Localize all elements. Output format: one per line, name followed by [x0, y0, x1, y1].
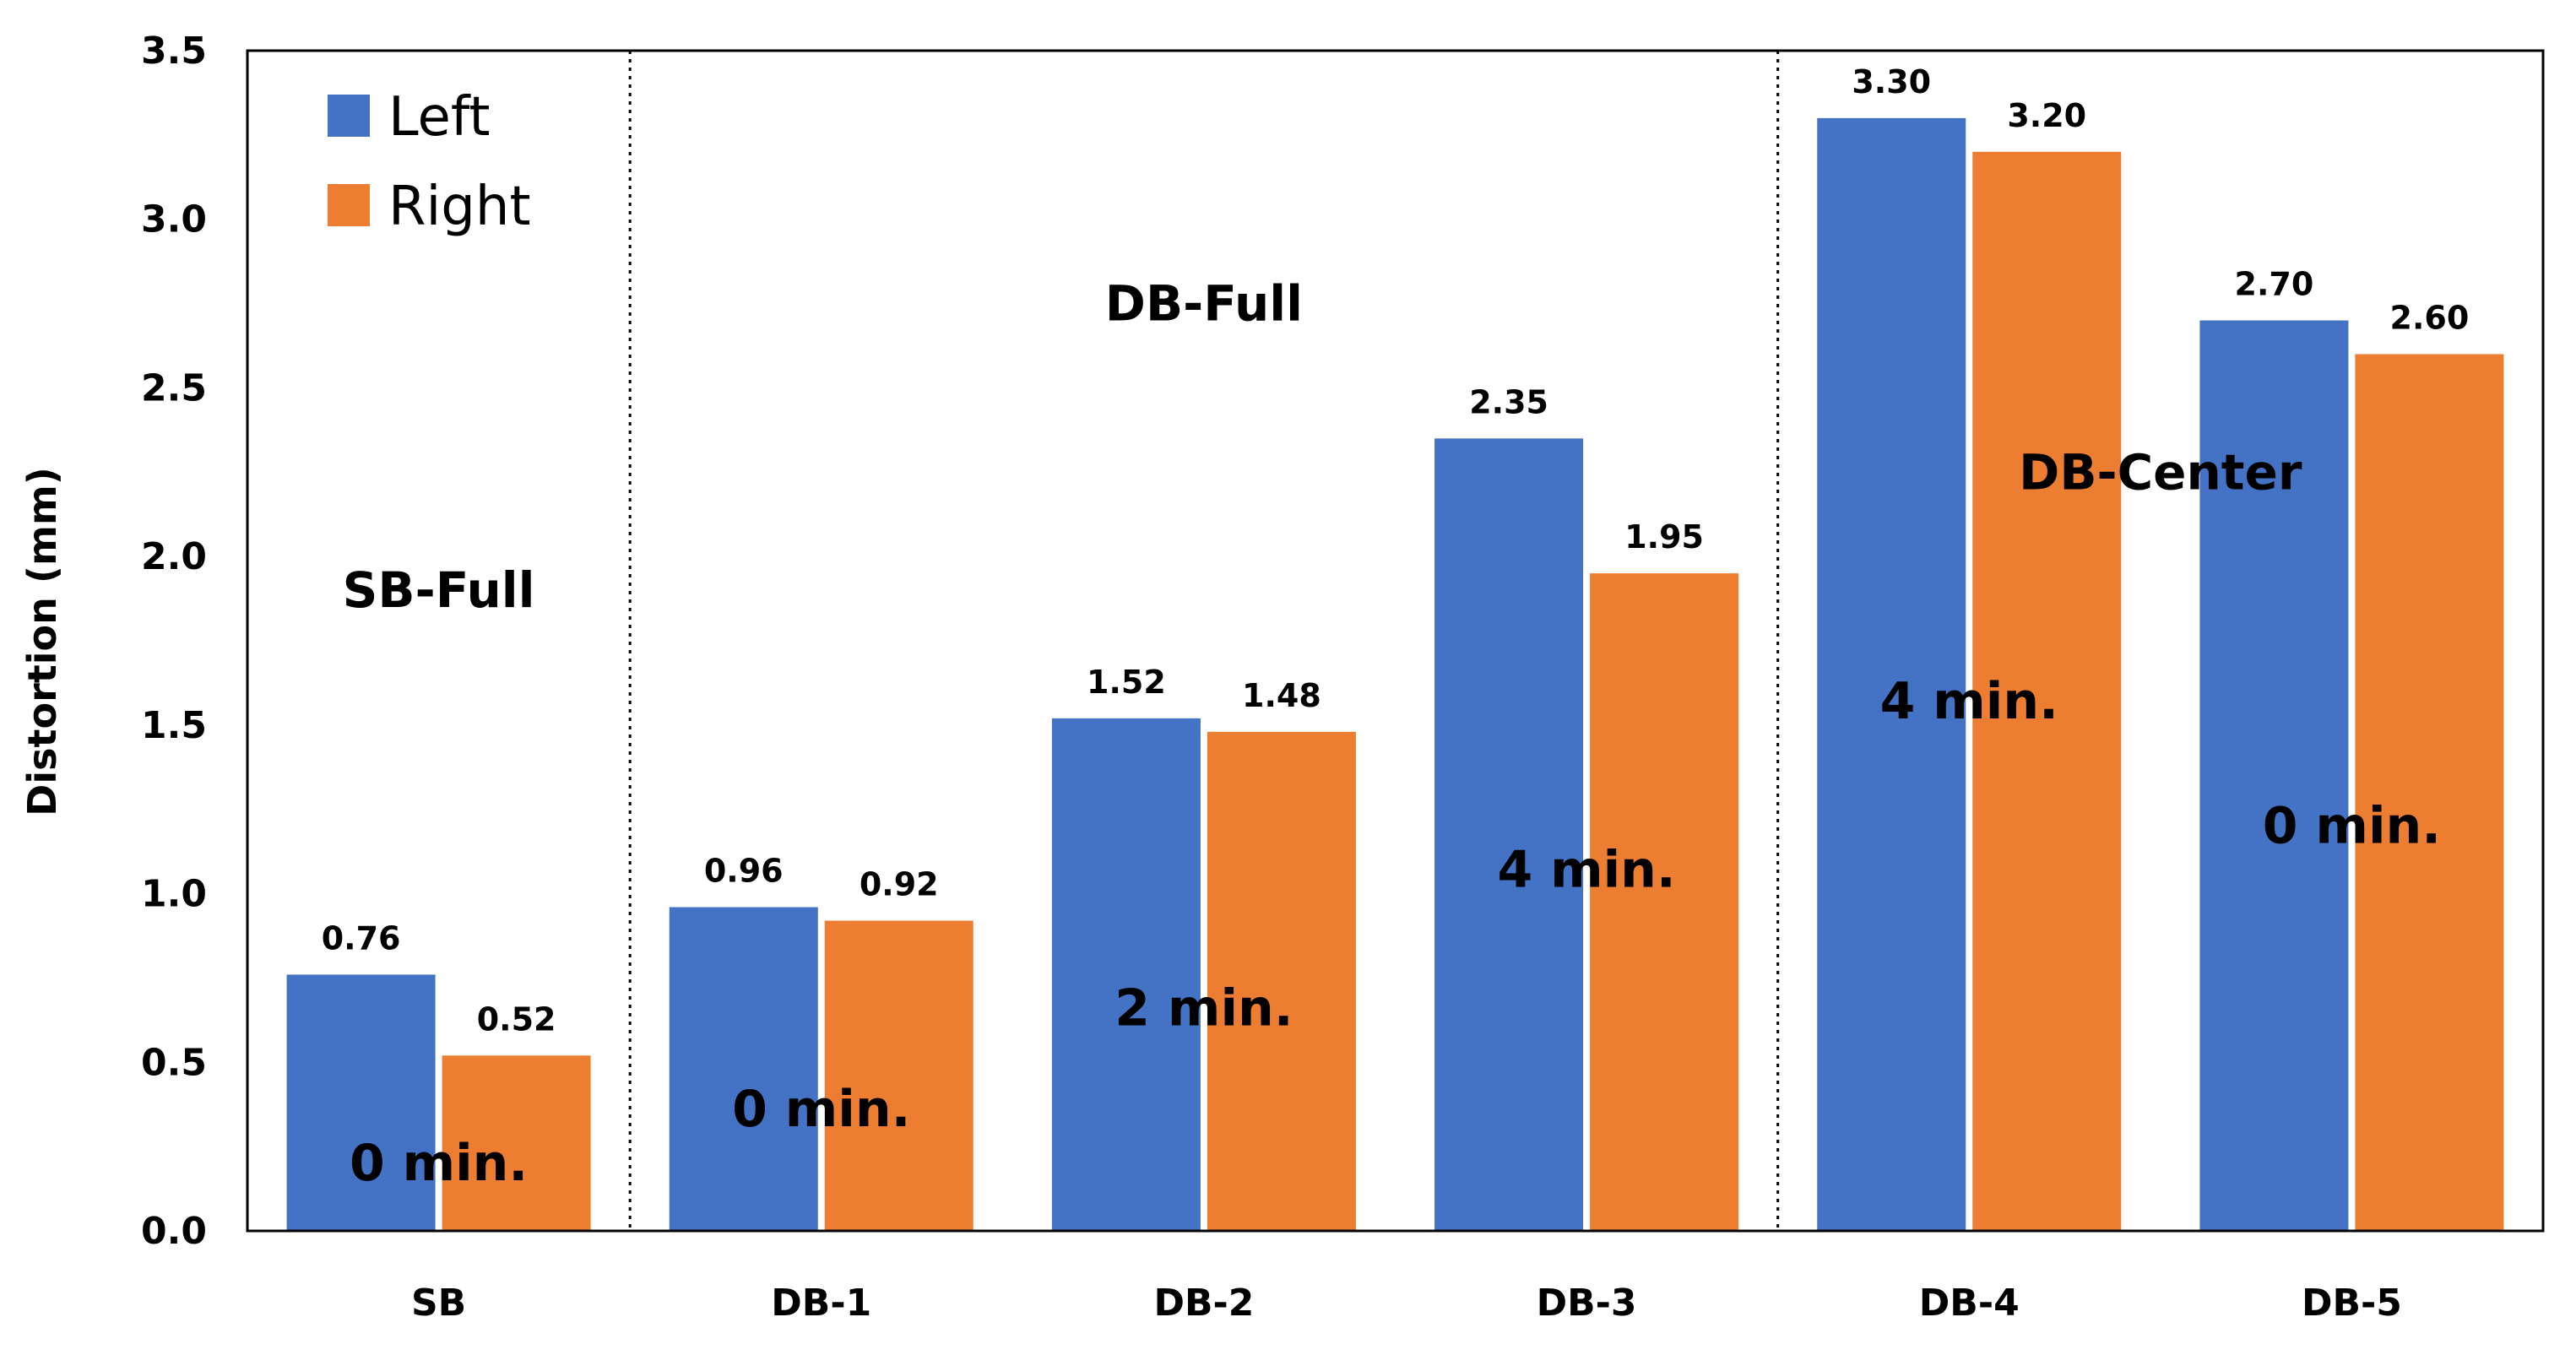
time-annotation: 4 min. [1497, 841, 1675, 900]
x-tick-label: SB [411, 1282, 466, 1325]
x-tick-label: DB-4 [1919, 1282, 2020, 1325]
data-label: 0.92 [860, 866, 939, 903]
bar-left-db-4 [1817, 117, 1966, 1231]
y-tick-label: 0.0 [141, 1210, 207, 1253]
bar-right-db-5 [2355, 354, 2504, 1231]
data-label: 0.52 [477, 1000, 556, 1038]
data-label: 2.60 [2390, 299, 2470, 336]
data-label: 3.20 [2007, 97, 2086, 134]
data-label: 0.96 [704, 853, 784, 890]
y-axis-title: Distortion (mm) [19, 467, 65, 816]
bar-right-db-3 [1590, 573, 1739, 1231]
y-tick-label: 0.5 [141, 1041, 207, 1084]
bar-right-sb [442, 1055, 591, 1231]
data-label: 2.35 [1469, 383, 1548, 420]
legend-swatch-right [328, 184, 370, 226]
y-tick-label: 2.0 [141, 535, 207, 578]
group-label: DB-Center [2019, 443, 2302, 501]
y-tick-label: 1.5 [141, 704, 207, 747]
group-label: DB-Full [1105, 275, 1303, 333]
bar-right-db-1 [824, 920, 973, 1231]
bar-left-db-2 [1051, 718, 1201, 1231]
bar-left-sb [286, 974, 436, 1231]
bar-left-db-1 [669, 907, 818, 1231]
time-annotation: 0 min. [350, 1134, 528, 1193]
data-label: 2.70 [2235, 266, 2314, 303]
y-tick-label: 1.0 [141, 873, 207, 916]
legend: Left Right [328, 86, 531, 238]
plot-area-frame [246, 49, 2545, 1233]
y-axis-title-group: Distortion (mm) [19, 467, 65, 816]
legend-swatch-left [328, 95, 370, 137]
data-label: 3.30 [1852, 63, 1931, 100]
y-tick-label: 3.0 [141, 198, 207, 241]
bar-left-db-3 [1434, 438, 1584, 1231]
group-label: SB-Full [343, 561, 535, 619]
x-tick-label: DB-2 [1153, 1282, 1254, 1325]
y-tick-label: 2.5 [141, 366, 207, 409]
time-annotation: 4 min. [1880, 672, 2058, 731]
time-annotation: 2 min. [1114, 978, 1293, 1038]
y-tick-label: 3.5 [141, 30, 207, 73]
data-labels: 0.76 0.96 1.52 2.35 3.30 2.70 0.52 0.92 1.48 1.95… [322, 63, 2470, 1038]
x-tick-label: DB-3 [1537, 1282, 1637, 1325]
time-annotation: 0 min. [732, 1080, 910, 1139]
bar-right-db-4 [1972, 151, 2122, 1231]
data-label: 0.76 [322, 919, 401, 957]
legend-label: Right [388, 176, 531, 238]
x-tick-label: DB-5 [2302, 1282, 2402, 1325]
data-label: 1.95 [1624, 518, 1704, 556]
data-label: 1.48 [1242, 677, 1321, 714]
legend-label: Left [388, 86, 490, 149]
group-dividers [628, 51, 1780, 1231]
annotations: SB-Full DB-Full DB-Center 0 min. 0 min. 2 min… [343, 275, 2441, 1194]
x-category-labels: SB DB-1 DB-2 DB-3 DB-4 DB-5 [411, 1282, 2402, 1325]
bar-right-db-2 [1207, 731, 1356, 1231]
x-tick-label: DB-1 [771, 1282, 871, 1325]
bars [286, 117, 2504, 1231]
data-label: 1.52 [1087, 664, 1166, 701]
bar-left-db-5 [2199, 320, 2349, 1231]
y-tick-labels: 0.0 0.5 1.0 1.5 2.0 2.5 3.0 3.5 [141, 30, 207, 1253]
time-annotation: 0 min. [2263, 797, 2441, 856]
